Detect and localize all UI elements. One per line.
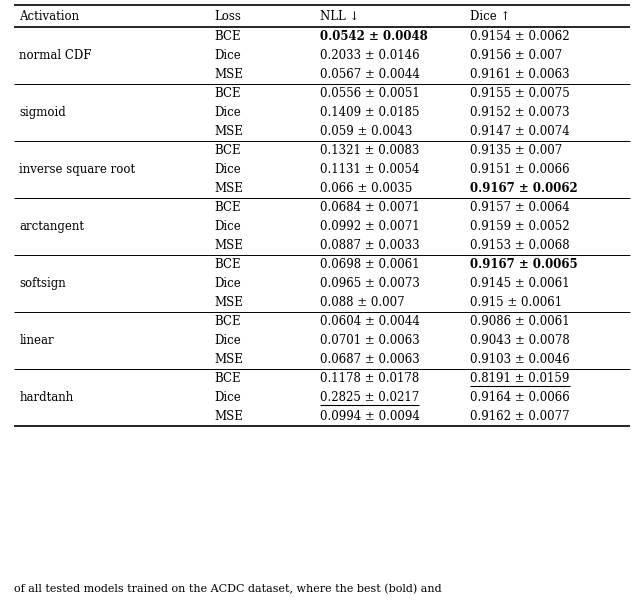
Text: linear: linear <box>19 334 54 347</box>
Text: 0.9167 ± 0.0062: 0.9167 ± 0.0062 <box>470 182 578 195</box>
Text: 0.8191 ± 0.0159: 0.8191 ± 0.0159 <box>470 372 570 385</box>
Text: 0.9159 ± 0.0052: 0.9159 ± 0.0052 <box>470 220 570 233</box>
Text: 0.9164 ± 0.0066: 0.9164 ± 0.0066 <box>470 391 570 404</box>
Text: 0.9167 ± 0.0065: 0.9167 ± 0.0065 <box>470 258 578 271</box>
Text: MSE: MSE <box>214 125 243 138</box>
Text: hardtanh: hardtanh <box>19 391 74 404</box>
Text: 0.9135 ± 0.007: 0.9135 ± 0.007 <box>470 144 563 157</box>
Text: sigmoid: sigmoid <box>19 106 66 119</box>
Text: 0.0965 ± 0.0073: 0.0965 ± 0.0073 <box>320 277 420 290</box>
Text: 0.0604 ± 0.0044: 0.0604 ± 0.0044 <box>320 315 420 328</box>
Text: 0.9157 ± 0.0064: 0.9157 ± 0.0064 <box>470 201 570 214</box>
Text: 0.066 ± 0.0035: 0.066 ± 0.0035 <box>320 182 412 195</box>
Text: 0.0567 ± 0.0044: 0.0567 ± 0.0044 <box>320 68 420 81</box>
Text: 0.0701 ± 0.0063: 0.0701 ± 0.0063 <box>320 334 420 347</box>
Text: 0.9161 ± 0.0063: 0.9161 ± 0.0063 <box>470 68 570 81</box>
Text: MSE: MSE <box>214 296 243 309</box>
Text: Activation: Activation <box>19 10 79 22</box>
Text: Dice: Dice <box>214 163 241 176</box>
Text: 0.0698 ± 0.0061: 0.0698 ± 0.0061 <box>320 258 420 271</box>
Text: MSE: MSE <box>214 410 243 423</box>
Text: 0.0887 ± 0.0033: 0.0887 ± 0.0033 <box>320 239 420 252</box>
Text: MSE: MSE <box>214 239 243 252</box>
Text: Dice: Dice <box>214 277 241 290</box>
Text: 0.9154 ± 0.0062: 0.9154 ± 0.0062 <box>470 30 570 43</box>
Text: MSE: MSE <box>214 68 243 81</box>
Text: Dice: Dice <box>214 49 241 62</box>
Text: 0.9086 ± 0.0061: 0.9086 ± 0.0061 <box>470 315 570 328</box>
Text: 0.9156 ± 0.007: 0.9156 ± 0.007 <box>470 49 563 62</box>
Text: 0.1131 ± 0.0054: 0.1131 ± 0.0054 <box>320 163 419 176</box>
Text: 0.0556 ± 0.0051: 0.0556 ± 0.0051 <box>320 87 420 100</box>
Text: 0.9147 ± 0.0074: 0.9147 ± 0.0074 <box>470 125 570 138</box>
Text: 0.9145 ± 0.0061: 0.9145 ± 0.0061 <box>470 277 570 290</box>
Text: 0.2825 ± 0.0217: 0.2825 ± 0.0217 <box>320 391 419 404</box>
Text: BCE: BCE <box>214 201 241 214</box>
Text: BCE: BCE <box>214 315 241 328</box>
Text: 0.9153 ± 0.0068: 0.9153 ± 0.0068 <box>470 239 570 252</box>
Text: 0.0687 ± 0.0063: 0.0687 ± 0.0063 <box>320 353 420 366</box>
Text: NLL ↓: NLL ↓ <box>320 10 360 22</box>
Text: 0.915 ± 0.0061: 0.915 ± 0.0061 <box>470 296 563 309</box>
Text: 0.1321 ± 0.0083: 0.1321 ± 0.0083 <box>320 144 419 157</box>
Text: Dice: Dice <box>214 334 241 347</box>
Text: 0.9155 ± 0.0075: 0.9155 ± 0.0075 <box>470 87 570 100</box>
Text: BCE: BCE <box>214 144 241 157</box>
Text: Dice: Dice <box>214 220 241 233</box>
Text: 0.0684 ± 0.0071: 0.0684 ± 0.0071 <box>320 201 420 214</box>
Text: 0.059 ± 0.0043: 0.059 ± 0.0043 <box>320 125 412 138</box>
Text: arctangent: arctangent <box>19 220 84 233</box>
Text: BCE: BCE <box>214 372 241 385</box>
Text: Dice: Dice <box>214 106 241 119</box>
Text: normal CDF: normal CDF <box>19 49 92 62</box>
Text: BCE: BCE <box>214 30 241 43</box>
Text: Dice ↑: Dice ↑ <box>470 10 511 22</box>
Text: MSE: MSE <box>214 353 243 366</box>
Text: BCE: BCE <box>214 258 241 271</box>
Text: 0.1178 ± 0.0178: 0.1178 ± 0.0178 <box>320 372 419 385</box>
Text: Loss: Loss <box>214 10 241 22</box>
Text: 0.9103 ± 0.0046: 0.9103 ± 0.0046 <box>470 353 570 366</box>
Text: inverse square root: inverse square root <box>19 163 135 176</box>
Text: 0.2033 ± 0.0146: 0.2033 ± 0.0146 <box>320 49 420 62</box>
Text: 0.0992 ± 0.0071: 0.0992 ± 0.0071 <box>320 220 420 233</box>
Text: 0.9043 ± 0.0078: 0.9043 ± 0.0078 <box>470 334 570 347</box>
Text: 0.9151 ± 0.0066: 0.9151 ± 0.0066 <box>470 163 570 176</box>
Text: 0.0542 ± 0.0048: 0.0542 ± 0.0048 <box>320 30 428 43</box>
Text: 0.088 ± 0.007: 0.088 ± 0.007 <box>320 296 404 309</box>
Text: 0.0994 ± 0.0094: 0.0994 ± 0.0094 <box>320 410 420 423</box>
Text: BCE: BCE <box>214 87 241 100</box>
Text: 0.9152 ± 0.0073: 0.9152 ± 0.0073 <box>470 106 570 119</box>
Text: of all tested models trained on the ACDC dataset, where the best (bold) and: of all tested models trained on the ACDC… <box>14 584 442 594</box>
Text: softsign: softsign <box>19 277 66 290</box>
Text: MSE: MSE <box>214 182 243 195</box>
Text: 0.1409 ± 0.0185: 0.1409 ± 0.0185 <box>320 106 419 119</box>
Text: 0.9162 ± 0.0077: 0.9162 ± 0.0077 <box>470 410 570 423</box>
Text: Dice: Dice <box>214 391 241 404</box>
